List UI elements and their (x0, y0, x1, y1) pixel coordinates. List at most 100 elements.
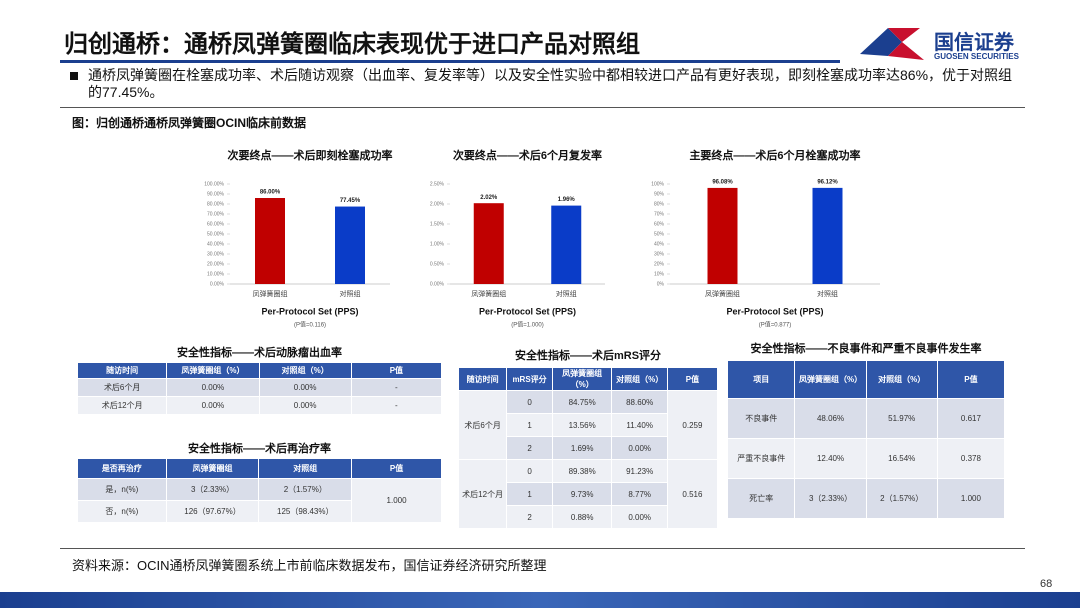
p-value-cell: 0.259 (666, 390, 719, 460)
header-row: 是否再治疗 凤弹簧圈组 对照组 P值 (77, 458, 442, 479)
y-tick-label: 50.00% (207, 231, 225, 237)
header-cell: P值 (936, 360, 1006, 399)
bar (707, 187, 738, 284)
cell: 48.06% (794, 398, 867, 439)
table-row: 术后6个月 0 84.75% 88.60% 0.259 (457, 390, 719, 460)
y-tick-label: 80% (654, 201, 665, 207)
footer-band (0, 592, 1080, 608)
cell: 125（98.43%） (258, 500, 353, 523)
x-tick-label: 对照组 (817, 289, 838, 298)
cell: 死亡率 (726, 478, 796, 519)
header-cell: 凤弹簧圈组（%） (551, 367, 613, 391)
y-tick-label: 10.00% (207, 271, 225, 277)
data-table: 随访时间 凤弹簧圈组（%） 对照组（%） P值 术后6个月 0.00% 0.00% - 术后12… (76, 362, 443, 415)
y-tick-label: 90.00% (207, 191, 225, 197)
data-table: 项目 凤弹簧圈组（%） 对照组（%） P值 不良事件 48.06% 51.97% 0.617 严… (726, 360, 1006, 519)
source: 资料来源：OCIN通桥凤弹簧圈系统上市前临床数据发布，国信证券经济研究所整理 (72, 558, 547, 573)
y-tick-label: 30% (654, 251, 665, 257)
header-row: 随访时间 mRS评分 凤弹簧圈组（%） 对照组（%） P值 (457, 367, 719, 391)
x-tick-label: 凤弹簧圈组 (705, 289, 740, 298)
x-tick-label: 凤弹簧圈组 (253, 289, 288, 298)
cell: 0.00% (166, 378, 260, 397)
header-cell: 凤弹簧圈组（%） (794, 360, 867, 399)
bullet-mark (70, 72, 78, 80)
header-cell: 凤弹簧圈组（%） (166, 362, 260, 379)
y-tick-label: 70.00% (207, 211, 225, 217)
header-cell: 是否再治疗 (77, 458, 167, 479)
value-label: 2.02% (480, 195, 498, 201)
cell: 0.00% (611, 436, 668, 460)
cell: 严重不良事件 (726, 438, 796, 479)
y-tick-label: 100% (651, 181, 664, 187)
value-label: 1.96% (558, 197, 576, 203)
cell: 1.000 (936, 478, 1006, 519)
page-number: 68 (1040, 578, 1053, 590)
y-tick-label: 0.00% (430, 281, 445, 287)
y-tick-label: 40.00% (207, 241, 225, 247)
y-tick-label: 50% (654, 231, 665, 237)
header-cell: P值 (666, 367, 719, 391)
y-tick-label: 2.50% (430, 181, 445, 187)
y-tick-label: 60.00% (207, 221, 225, 227)
cell: 3（2.33%） (794, 478, 867, 519)
table-row: 否，n(%) 126（97.67%） 125（98.43%） (77, 500, 442, 523)
logo-mark (860, 28, 924, 60)
cell: 0.378 (936, 438, 1006, 479)
y-tick-label: 90% (654, 191, 665, 197)
header-cell: 对照组（%） (865, 360, 938, 399)
cell: 88.60% (611, 390, 668, 414)
x-tick-label: 对照组 (340, 289, 361, 298)
x-tick-label: 凤弹簧圈组 (471, 289, 506, 298)
y-tick-label: 20.00% (207, 261, 225, 267)
cell: 11.40% (611, 413, 668, 437)
table-row: 2 0.88% 0.00% (459, 505, 718, 529)
cell: 3（2.33%） (165, 478, 260, 501)
header-cell: 项目 (726, 360, 796, 399)
header-cell: 对照组 (258, 458, 353, 479)
cell: 0.00% (166, 396, 260, 415)
logo-text: 国信证券 (934, 32, 1014, 54)
y-tick-label: 10% (654, 271, 665, 277)
header-row: 项目 凤弹簧圈组（%） 对照组（%） P值 (726, 360, 1006, 399)
group-cell: 术后6个月 (457, 390, 508, 460)
table-row: 1 9.73% 8.77% (459, 482, 718, 506)
x-axis-label: Per-Protocol Set (PPS) (261, 306, 358, 316)
cell: 12.40% (794, 438, 867, 479)
cell: 不良事件 (726, 398, 796, 439)
y-tick-label: 80.00% (207, 201, 225, 207)
y-tick-label: 100.00% (204, 181, 224, 187)
table-title: 安全性指标——不良事件和严重不良事件发生率 (750, 343, 982, 355)
table-row: 术后12个月 0 89.38% 91.23% 0.516 (457, 459, 719, 529)
data-table: 是否再治疗 凤弹簧圈组 对照组 P值 是，n(%) 3（2.33%） 2（1.57%） 1.0… (77, 458, 442, 523)
p-value-cell: 0.516 (666, 459, 719, 529)
cell: 0.617 (936, 398, 1006, 439)
p-value-cell: 1.000 (351, 478, 442, 523)
cell: 2（1.57%） (258, 478, 353, 501)
y-tick-label: 60% (654, 221, 665, 227)
table-row: 死亡率 3（2.33%） 2（1.57%） 1.000 (726, 478, 1006, 519)
header-cell: 对照组（%） (611, 367, 668, 391)
cell: 0 (506, 390, 553, 414)
header-cell: P值 (351, 458, 442, 479)
cell: 51.97% (865, 398, 938, 439)
title-rule (60, 60, 840, 63)
table-row: 严重不良事件 12.40% 16.54% 0.378 (726, 438, 1006, 479)
rule (60, 548, 1025, 549)
y-tick-label: 0.50% (430, 261, 445, 267)
cell: 9.73% (551, 482, 613, 506)
bar (255, 198, 285, 284)
x-tick-label: 对照组 (556, 289, 577, 298)
table-row: 不良事件 48.06% 51.97% 0.617 (726, 398, 1006, 439)
cell: 0.00% (611, 505, 668, 529)
cell: 0.00% (258, 378, 352, 397)
cell: 2（1.57%） (865, 478, 938, 519)
cell: 1 (506, 413, 553, 437)
table-row: 1 13.56% 11.40% (459, 413, 718, 437)
cell: 89.38% (551, 459, 613, 483)
bullet-text: 通桥凤弹簧圈在栓塞成功率、术后随访观察（出血率、复发率等）以及安全性实验中都相较… (88, 67, 1013, 100)
cell: - (350, 396, 443, 415)
cell: 2 (506, 436, 553, 460)
cell: 术后6个月 (76, 378, 168, 397)
y-tick-label: 40% (654, 241, 665, 247)
